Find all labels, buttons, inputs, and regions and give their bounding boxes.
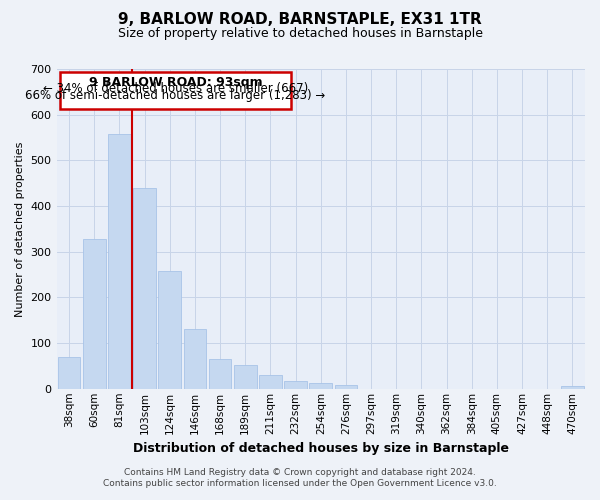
Bar bbox=[184, 330, 206, 389]
FancyBboxPatch shape bbox=[61, 72, 290, 109]
Text: Size of property relative to detached houses in Barnstaple: Size of property relative to detached ho… bbox=[118, 28, 482, 40]
Bar bbox=[561, 386, 584, 389]
Text: 9, BARLOW ROAD, BARNSTAPLE, EX31 1TR: 9, BARLOW ROAD, BARNSTAPLE, EX31 1TR bbox=[118, 12, 482, 28]
Y-axis label: Number of detached properties: Number of detached properties bbox=[15, 141, 25, 316]
Bar bbox=[209, 359, 232, 389]
Text: 66% of semi-detached houses are larger (1,283) →: 66% of semi-detached houses are larger (… bbox=[25, 88, 326, 102]
Bar bbox=[335, 384, 357, 389]
Bar bbox=[284, 382, 307, 389]
Bar bbox=[83, 239, 106, 389]
Text: Contains HM Land Registry data © Crown copyright and database right 2024.
Contai: Contains HM Land Registry data © Crown c… bbox=[103, 468, 497, 487]
Bar bbox=[58, 357, 80, 389]
Bar bbox=[259, 375, 282, 389]
Text: ← 34% of detached houses are smaller (667): ← 34% of detached houses are smaller (66… bbox=[43, 82, 308, 95]
Text: 9 BARLOW ROAD: 93sqm: 9 BARLOW ROAD: 93sqm bbox=[89, 76, 262, 89]
Bar bbox=[158, 271, 181, 389]
X-axis label: Distribution of detached houses by size in Barnstaple: Distribution of detached houses by size … bbox=[133, 442, 509, 455]
Bar bbox=[234, 364, 257, 389]
Bar bbox=[133, 188, 156, 389]
Bar bbox=[310, 384, 332, 389]
Bar bbox=[108, 134, 131, 389]
